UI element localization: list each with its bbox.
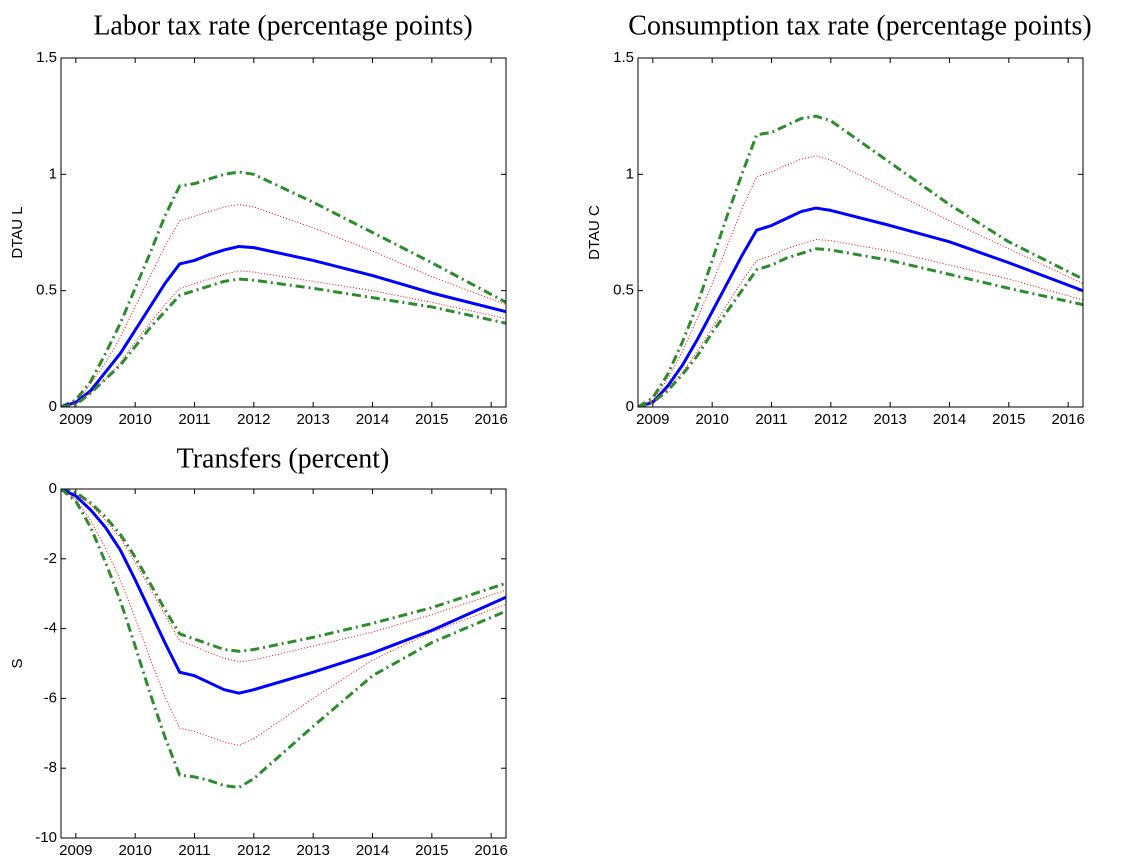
x-tick-label: 2009	[636, 411, 669, 428]
series-line	[61, 489, 506, 663]
chart-title: Consumption tax rate (percentage points)	[628, 10, 1091, 41]
x-tick-label: 2010	[118, 842, 151, 859]
series-line	[61, 489, 506, 695]
y-axis-label: S	[9, 658, 26, 668]
y-tick-label: -10	[35, 829, 57, 846]
x-tick-label: 2010	[118, 411, 151, 428]
y-tick-label: 1	[626, 165, 634, 182]
x-tick-label: 2015	[415, 411, 448, 428]
x-tick-label: 2009	[59, 842, 92, 859]
y-tick-label: 1.5	[36, 49, 57, 66]
x-tick-label: 2012	[237, 842, 270, 859]
x-tick-label: 2013	[873, 411, 906, 428]
x-tick-label: 2011	[178, 411, 210, 428]
x-tick-label: 2009	[59, 411, 92, 428]
x-tick-label: 2016	[1051, 411, 1084, 428]
x-tick-label: 2014	[356, 842, 389, 859]
x-tick-label: 2013	[296, 411, 329, 428]
chart-title: Labor tax rate (percentage points)	[93, 10, 472, 41]
x-tick-label: 2013	[296, 842, 329, 859]
series-line	[61, 489, 506, 789]
y-axis-label: DTAU C	[586, 205, 603, 260]
series-line	[638, 206, 1083, 407]
y-tick-label: -8	[44, 759, 57, 776]
y-tick-label: -4	[44, 620, 57, 637]
series-line	[61, 277, 506, 407]
x-tick-label: 2011	[178, 842, 210, 859]
axes-frame	[637, 57, 1084, 408]
series-line	[61, 170, 506, 407]
y-tick-label: 0.5	[36, 282, 57, 299]
x-tick-label: 2015	[992, 411, 1025, 428]
series-line	[61, 489, 506, 747]
chart-title: Transfers (percent)	[177, 443, 390, 474]
y-tick-label: -6	[44, 689, 57, 706]
x-tick-label: 2016	[474, 842, 507, 859]
x-tick-label: 2014	[933, 411, 966, 428]
y-tick-label: 1	[49, 165, 57, 182]
x-tick-label: 2015	[415, 842, 448, 859]
series-line	[61, 244, 506, 407]
y-tick-label: 0.5	[613, 282, 634, 299]
x-tick-label: 2012	[814, 411, 847, 428]
axes-frame	[60, 57, 507, 408]
x-tick-label: 2011	[755, 411, 787, 428]
y-tick-label: 0	[49, 398, 57, 415]
series-line	[638, 114, 1083, 407]
x-tick-label: 2016	[474, 411, 507, 428]
x-tick-label: 2010	[695, 411, 728, 428]
y-tick-label: 0	[49, 480, 57, 497]
series-line	[61, 204, 506, 407]
y-tick-label: -2	[44, 550, 57, 567]
y-axis-label: DTAU L	[9, 206, 26, 258]
axes-frame	[60, 488, 507, 839]
series-line	[61, 270, 506, 407]
y-tick-label: 1.5	[613, 49, 634, 66]
x-tick-label: 2012	[237, 411, 270, 428]
y-tick-label: 0	[626, 398, 634, 415]
x-tick-label: 2014	[356, 411, 389, 428]
series-line	[638, 247, 1083, 407]
series-line	[638, 238, 1083, 407]
